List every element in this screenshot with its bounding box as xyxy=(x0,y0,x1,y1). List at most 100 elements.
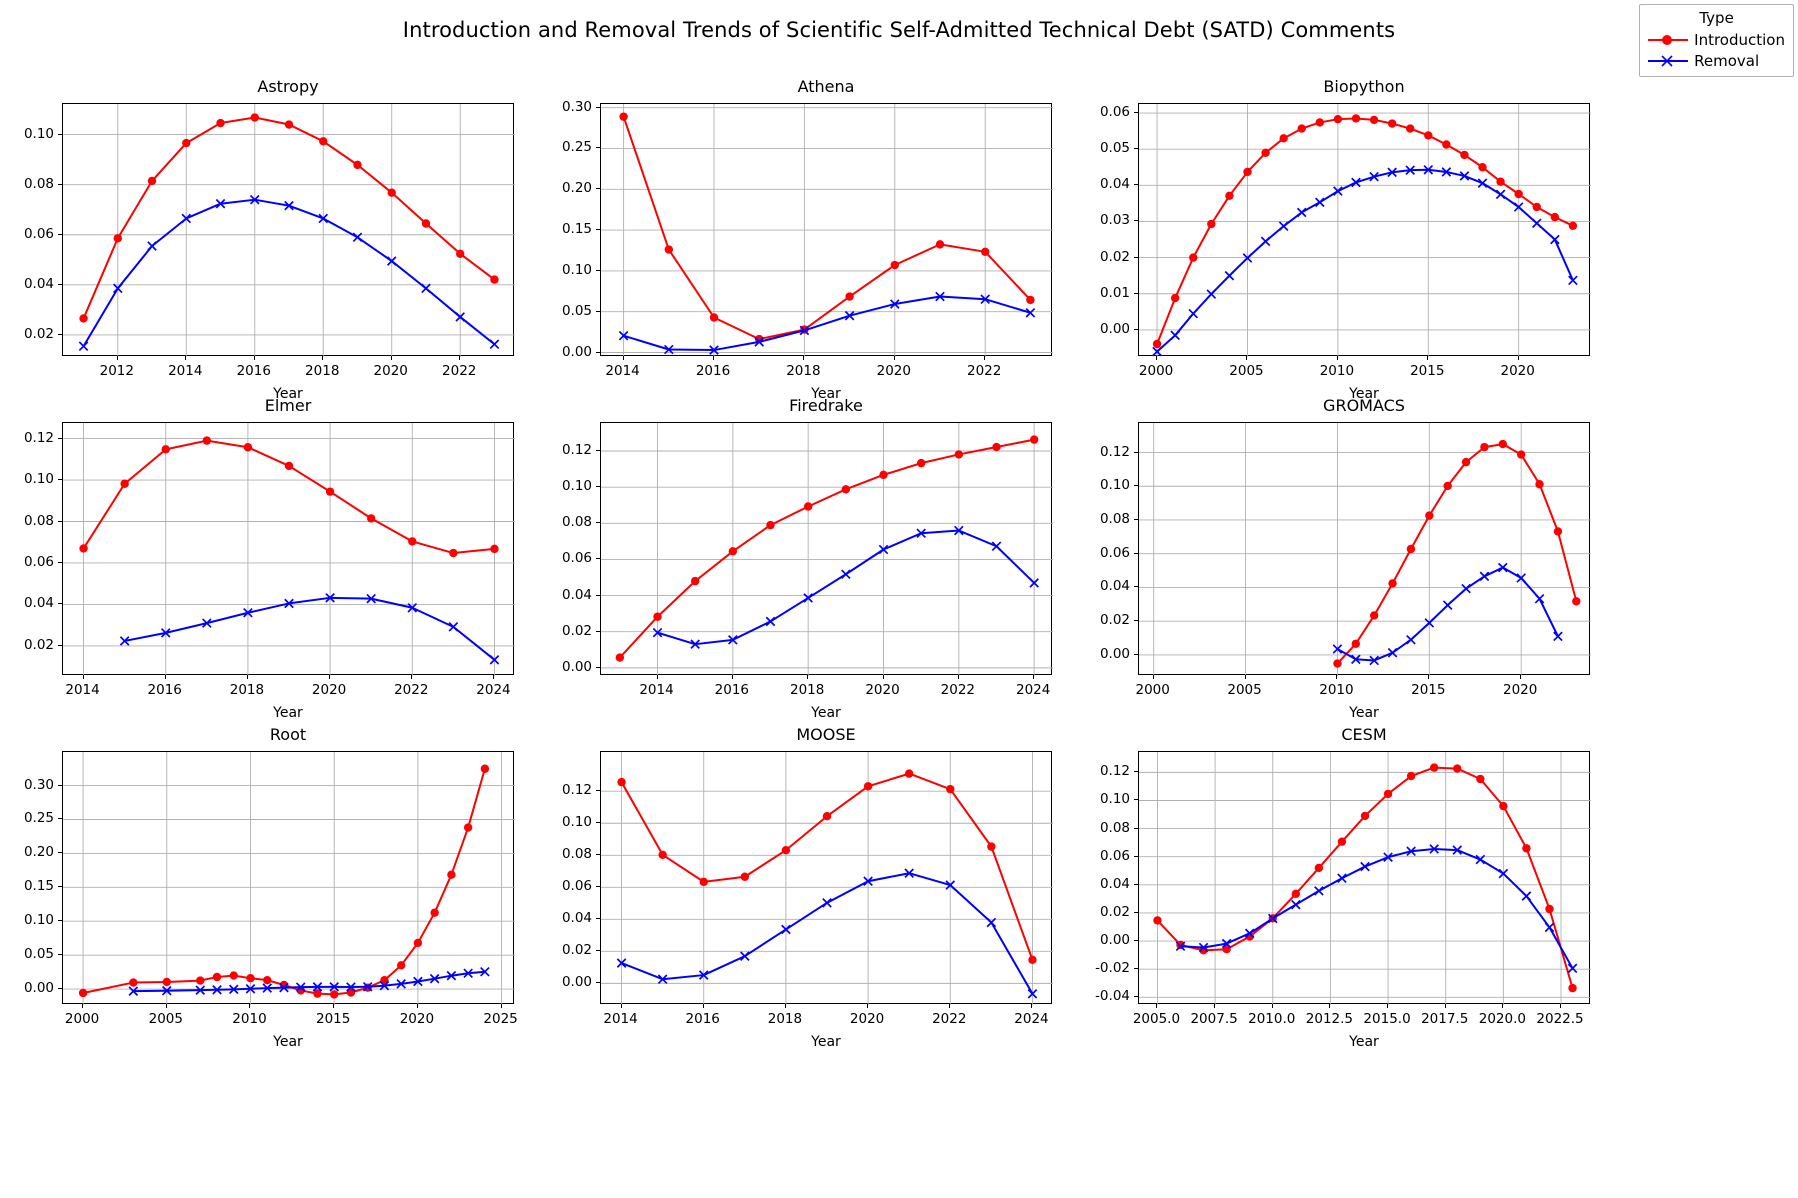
x-tick-label: 2018 xyxy=(305,363,340,379)
x-tick-label: 2012 xyxy=(99,363,134,379)
x-tick-label: 2016 xyxy=(685,1011,720,1027)
x-tick-label: 2005 xyxy=(1227,682,1262,698)
y-tick-label: 0.00 xyxy=(1099,320,1130,337)
y-tick-label: 0.08 xyxy=(1099,510,1130,527)
series-line-removal xyxy=(1179,847,1574,970)
x-tick-label: 2017.5 xyxy=(1421,1011,1469,1027)
x-tick-label: 2020 xyxy=(1500,363,1535,379)
series-markers-introduction xyxy=(615,435,1039,662)
subplot-root: Root 0.00 0.05 0.10 0.15 0.20 0.25 0.30 2000 2005… xyxy=(24,725,518,1050)
plot-area[interactable] xyxy=(62,422,515,676)
subplot-elmer: Elmer 0.02 0.04 0.06 0.08 0.10 0.12 2014 2016 201… xyxy=(24,396,515,721)
series-line-removal xyxy=(1156,168,1574,353)
y-tick-mark xyxy=(58,133,62,135)
x-tick-label: 2005 xyxy=(1229,363,1264,379)
series-markers-introduction xyxy=(78,764,490,999)
subplot-firedrake: Firedrake 0.00 0.02 0.04 0.06 0.08 0.10 0.12 201… xyxy=(562,396,1053,721)
x-tick-label: 2018 xyxy=(767,1011,803,1027)
y-tick-mark xyxy=(1134,855,1138,857)
y-tick-label: 0.10 xyxy=(561,261,592,278)
y-tick-mark xyxy=(596,822,600,824)
x-tick-mark xyxy=(656,675,658,679)
series-markers-introduction xyxy=(79,113,499,323)
y-tick-mark xyxy=(1134,451,1138,453)
y-tick-label: 0.02 xyxy=(1099,612,1130,629)
subplot-moose: MOOSE 0.00 0.02 0.04 0.06 0.08 0.10 0.12 2014 201… xyxy=(562,725,1053,1050)
removal-marker-icon xyxy=(1648,51,1689,71)
y-tick-label: -0.02 xyxy=(1095,960,1130,977)
plot-area[interactable] xyxy=(600,751,1053,1005)
y-tick-mark xyxy=(58,283,62,285)
subplot-title: Biopython xyxy=(1323,77,1405,96)
y-tick-label: 0.10 xyxy=(23,912,54,929)
y-tick-mark xyxy=(1134,968,1138,970)
y-tick-label: 0.04 xyxy=(1099,176,1130,193)
subplot-title: GROMACS xyxy=(1323,396,1405,415)
y-tick-mark xyxy=(1134,292,1138,294)
y-tick-mark xyxy=(1134,485,1138,487)
plot-area[interactable] xyxy=(1138,751,1591,1005)
y-tick-mark xyxy=(1134,799,1138,801)
y-tick-label: 0.04 xyxy=(1099,578,1130,595)
x-tick-mark xyxy=(1427,356,1429,360)
plot-area[interactable] xyxy=(600,422,1053,676)
y-tick-mark xyxy=(58,818,62,820)
legend-label-removal: Removal xyxy=(1694,51,1760,70)
legend-item-introduction[interactable]: Introduction xyxy=(1648,29,1785,50)
plot-area[interactable] xyxy=(600,103,1053,357)
x-tick-label: 2020 xyxy=(373,363,408,379)
x-tick-mark xyxy=(1329,1004,1331,1008)
plot-area[interactable] xyxy=(62,103,515,357)
x-tick-label: 2022 xyxy=(932,1011,967,1027)
series-line-introduction xyxy=(620,772,1034,961)
y-tick-label: 0.20 xyxy=(23,844,54,861)
y-tick-mark xyxy=(596,950,600,952)
x-tick-label: 2014 xyxy=(168,363,203,379)
legend-item-removal[interactable]: Removal xyxy=(1648,50,1785,71)
y-tick-mark xyxy=(596,630,600,632)
x-tick-mark xyxy=(984,356,986,360)
subplot-astropy: Astropy 0.02 0.04 0.06 0.08 0.10 2012 2014 2016 2… xyxy=(24,77,515,402)
subplot-biopython: Biopython 0.00 0.01 0.02 0.03 0.04 0.05 0.06 200… xyxy=(1100,77,1591,402)
x-tick-label: 2024 xyxy=(1014,1011,1049,1027)
x-tick-label: 2010 xyxy=(232,1011,267,1027)
x-tick-mark xyxy=(253,356,255,360)
x-tick-mark xyxy=(807,675,809,679)
x-tick-label: 2022 xyxy=(442,363,477,379)
plot-area[interactable] xyxy=(1138,103,1591,357)
x-tick-label: 2016 xyxy=(695,363,731,379)
y-tick-label: 0.05 xyxy=(1099,140,1130,157)
y-tick-label: 0.20 xyxy=(561,180,592,197)
x-tick-label: 2015 xyxy=(1410,363,1445,379)
y-tick-label: 0.06 xyxy=(1099,847,1130,864)
y-tick-mark xyxy=(58,603,62,605)
y-tick-mark xyxy=(58,520,62,522)
series-line-introduction xyxy=(82,767,486,996)
plot-area[interactable] xyxy=(1138,422,1591,676)
gridlines xyxy=(1139,104,1591,357)
y-tick-mark xyxy=(58,784,62,786)
x-tick-label: 2020 xyxy=(311,682,347,698)
gridlines xyxy=(1139,752,1591,1005)
y-tick-label: 0.02 xyxy=(23,325,54,342)
y-tick-mark xyxy=(596,310,600,312)
y-tick-label: 0.06 xyxy=(1099,544,1130,561)
x-tick-mark xyxy=(390,356,392,360)
y-tick-mark xyxy=(58,561,62,563)
x-tick-mark xyxy=(329,675,331,679)
subplot-athena: Athena 0.00 0.05 0.10 0.15 0.20 0.25 0.30 2014 20… xyxy=(562,77,1053,402)
y-tick-label: 0.12 xyxy=(561,782,592,799)
y-tick-label: 0.08 xyxy=(23,512,54,529)
y-tick-label: 0.10 xyxy=(561,814,592,831)
plot-area[interactable] xyxy=(62,751,515,1005)
y-tick-label: 0.08 xyxy=(23,175,54,192)
x-tick-mark xyxy=(165,1004,167,1008)
x-tick-mark xyxy=(1031,1004,1033,1008)
gridlines xyxy=(601,752,1053,1005)
y-tick-mark xyxy=(596,229,600,231)
series-markers-removal xyxy=(618,291,1036,355)
y-tick-mark xyxy=(58,920,62,922)
y-tick-label: 0.05 xyxy=(23,946,54,963)
y-tick-mark xyxy=(1134,911,1138,913)
